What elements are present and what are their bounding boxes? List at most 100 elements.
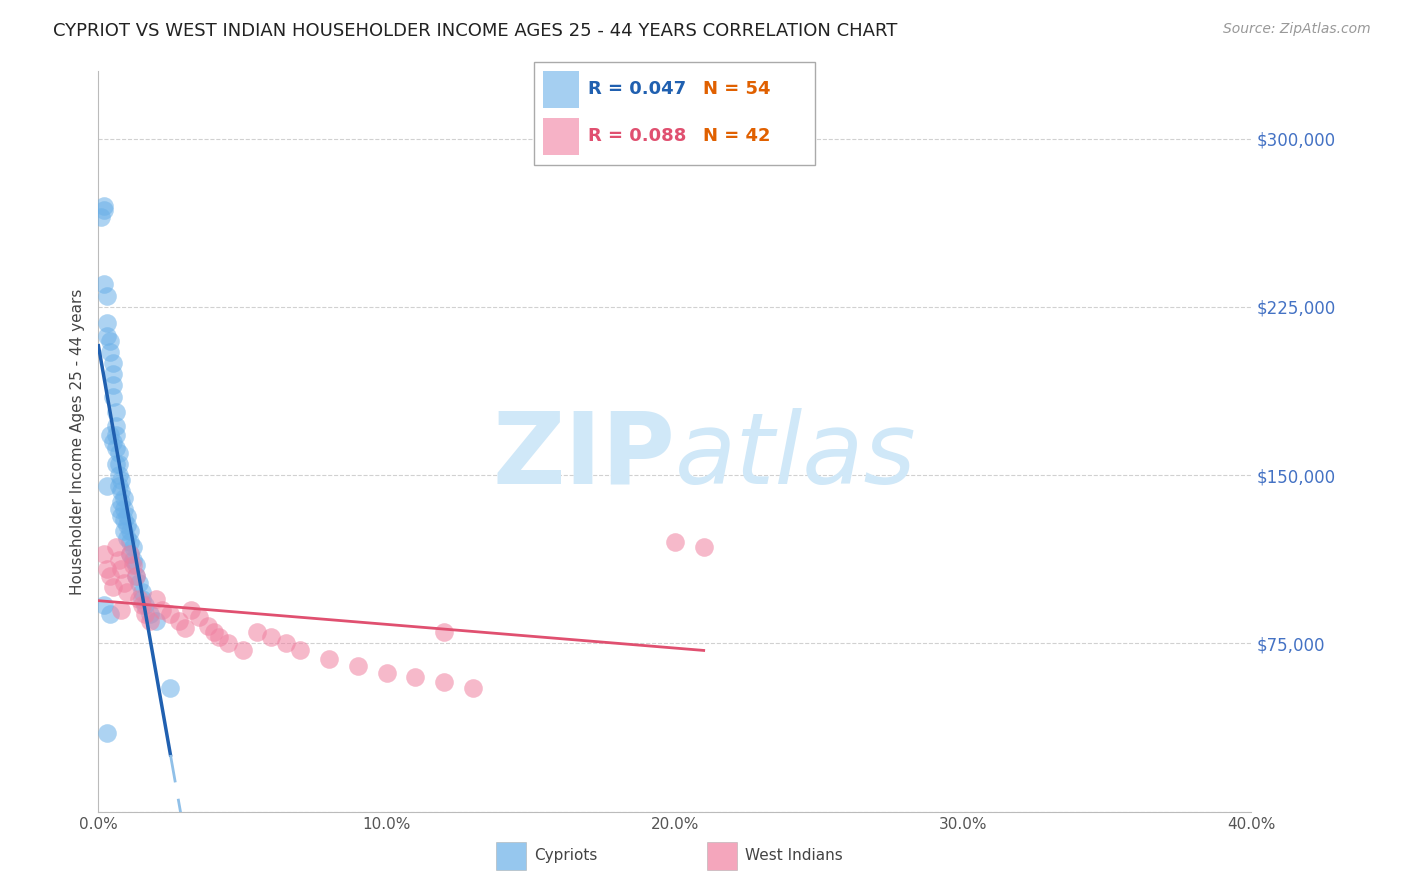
Point xyxy=(202,625,225,640)
Bar xyxy=(496,842,526,870)
Point xyxy=(110,603,132,617)
Text: atlas: atlas xyxy=(675,408,917,505)
Point xyxy=(101,378,124,392)
Point xyxy=(120,547,142,561)
Point xyxy=(101,434,124,449)
Point xyxy=(107,501,129,516)
Point xyxy=(128,575,150,590)
Point xyxy=(117,508,139,523)
Point xyxy=(131,591,153,606)
Point xyxy=(274,636,297,650)
Text: Source: ZipAtlas.com: Source: ZipAtlas.com xyxy=(1223,22,1371,37)
Point xyxy=(159,681,181,696)
Point xyxy=(122,553,145,567)
Point xyxy=(107,468,129,483)
Point xyxy=(98,344,121,359)
Point xyxy=(664,535,686,549)
Point xyxy=(112,513,135,527)
Point xyxy=(260,630,283,644)
Point xyxy=(96,726,118,740)
Bar xyxy=(543,70,579,108)
Point xyxy=(117,531,139,545)
Y-axis label: Householder Income Ages 25 - 44 years: Householder Income Ages 25 - 44 years xyxy=(69,288,84,595)
Point xyxy=(98,334,121,348)
Point xyxy=(93,599,115,613)
Point xyxy=(93,277,115,292)
Bar xyxy=(543,118,579,155)
Point xyxy=(134,607,156,622)
Point xyxy=(104,405,127,419)
Point xyxy=(117,517,139,532)
Point xyxy=(405,670,427,684)
Point xyxy=(107,446,129,460)
Point xyxy=(346,659,368,673)
Point xyxy=(104,540,127,554)
Point xyxy=(145,614,167,628)
Point xyxy=(128,591,150,606)
Point xyxy=(197,618,219,632)
Point xyxy=(290,643,312,657)
Point xyxy=(125,569,148,583)
Point xyxy=(107,553,129,567)
Point xyxy=(208,630,231,644)
Point xyxy=(231,643,254,657)
Point xyxy=(120,535,142,549)
Point xyxy=(433,674,456,689)
Point xyxy=(217,636,239,650)
Point xyxy=(693,540,716,554)
Point xyxy=(110,495,132,509)
Point xyxy=(174,621,197,635)
Text: R = 0.088: R = 0.088 xyxy=(588,128,686,145)
Point xyxy=(107,479,129,493)
Point xyxy=(90,210,112,224)
Point xyxy=(188,609,211,624)
Point xyxy=(318,652,340,666)
Point xyxy=(131,599,153,613)
Point xyxy=(125,558,148,572)
Point xyxy=(120,547,142,561)
Point xyxy=(98,569,121,583)
Bar xyxy=(707,842,737,870)
Point xyxy=(117,585,139,599)
Point xyxy=(131,585,153,599)
Point xyxy=(112,524,135,539)
Point xyxy=(112,501,135,516)
Point xyxy=(150,603,173,617)
Point xyxy=(101,580,124,594)
Text: R = 0.047: R = 0.047 xyxy=(588,80,686,98)
Point xyxy=(134,599,156,613)
Point xyxy=(110,562,132,576)
Point xyxy=(101,356,124,370)
Point xyxy=(112,491,135,505)
Point xyxy=(110,483,132,498)
Text: CYPRIOT VS WEST INDIAN HOUSEHOLDER INCOME AGES 25 - 44 YEARS CORRELATION CHART: CYPRIOT VS WEST INDIAN HOUSEHOLDER INCOM… xyxy=(53,22,898,40)
Point xyxy=(101,390,124,404)
Point xyxy=(96,316,118,330)
Point xyxy=(104,427,127,442)
Point xyxy=(98,427,121,442)
Point xyxy=(104,457,127,471)
Text: N = 54: N = 54 xyxy=(703,80,770,98)
Point xyxy=(433,625,456,640)
Point xyxy=(246,625,269,640)
Point xyxy=(96,329,118,343)
Point xyxy=(104,442,127,456)
Text: N = 42: N = 42 xyxy=(703,128,770,145)
Point xyxy=(120,524,142,539)
Point xyxy=(159,607,181,622)
Point xyxy=(461,681,484,696)
Text: ZIP: ZIP xyxy=(492,408,675,505)
Point xyxy=(107,457,129,471)
Point xyxy=(145,591,167,606)
Point xyxy=(122,540,145,554)
Point xyxy=(96,562,118,576)
Point xyxy=(104,418,127,433)
Text: Cypriots: Cypriots xyxy=(534,848,598,863)
Point xyxy=(93,199,115,213)
Point xyxy=(139,614,162,628)
Point xyxy=(96,289,118,303)
Text: West Indians: West Indians xyxy=(745,848,844,863)
Point xyxy=(93,203,115,218)
Point xyxy=(112,575,135,590)
Point xyxy=(180,603,202,617)
